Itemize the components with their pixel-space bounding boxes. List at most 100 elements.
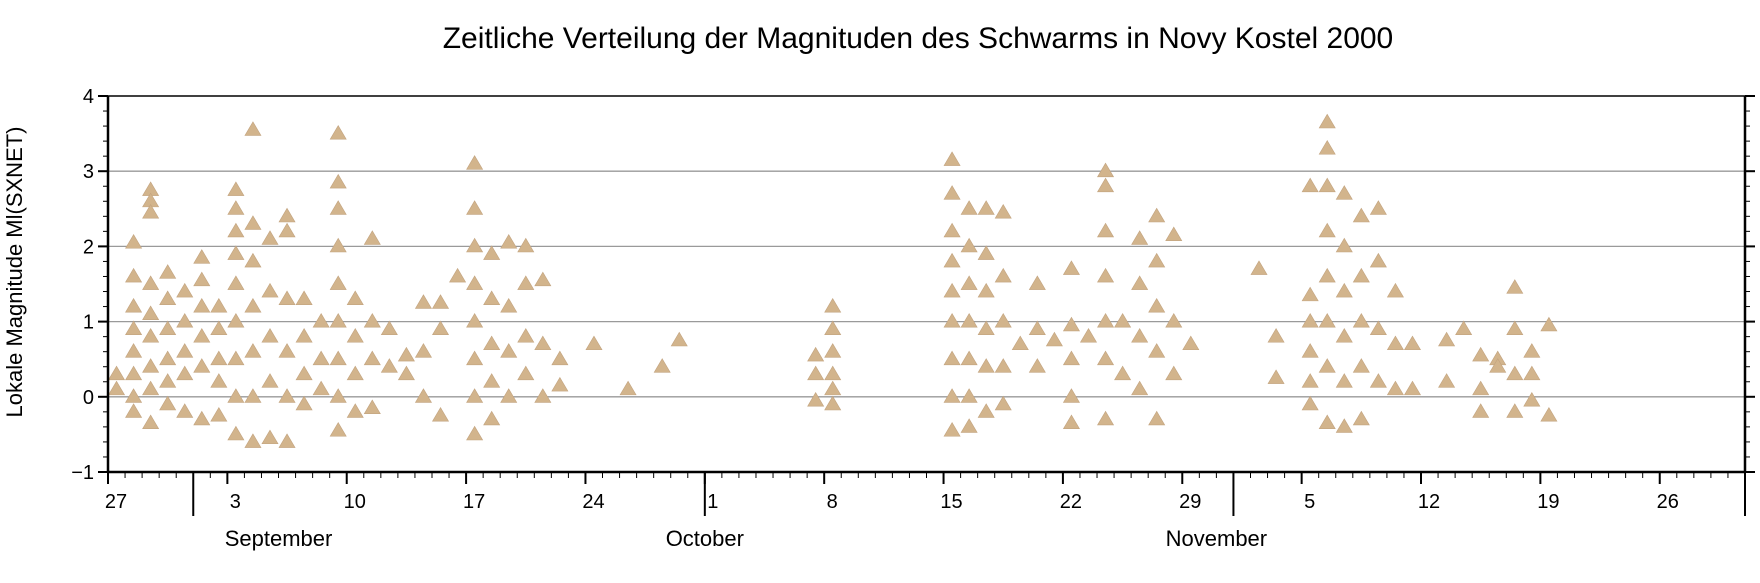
data-point-triangle	[517, 275, 535, 290]
data-point-triangle	[278, 433, 296, 448]
data-point-triangle	[295, 365, 313, 381]
data-point-triangle	[1472, 346, 1490, 362]
data-point-triangle	[312, 380, 330, 396]
data-point-triangle	[346, 328, 364, 343]
data-point-triangle	[176, 282, 194, 298]
data-point-triangle	[943, 222, 961, 238]
data-point-triangle	[261, 373, 279, 388]
y-tick-label: 0	[83, 387, 94, 409]
data-point-triangle	[1352, 358, 1370, 373]
data-point-triangle	[210, 320, 228, 336]
data-point-triangle	[483, 373, 501, 388]
data-point-triangle	[244, 252, 262, 268]
month-label: September	[225, 526, 333, 551]
data-point-triangle	[943, 282, 961, 298]
data-point-triangle	[227, 388, 245, 403]
x-tick-label: 27	[105, 491, 127, 513]
data-point-triangle	[1335, 328, 1353, 343]
data-point-triangle	[943, 151, 961, 166]
data-point-triangle	[1386, 335, 1404, 351]
data-point-triangle	[329, 200, 347, 215]
data-point-triangle	[1045, 331, 1063, 347]
data-point-triangle	[534, 271, 552, 287]
month-label: November	[1166, 526, 1267, 551]
data-point-triangle	[500, 297, 518, 313]
data-point-triangle	[210, 407, 228, 422]
data-point-triangle	[466, 237, 484, 253]
data-point-triangle	[431, 407, 450, 422]
data-point-triangle	[1318, 113, 1336, 129]
data-point-triangle	[551, 376, 569, 392]
data-point-triangle	[994, 395, 1012, 411]
data-point-triangle	[483, 335, 501, 351]
y-tick-label: 4	[83, 86, 94, 108]
data-point-triangle	[449, 267, 467, 283]
y-tick-label: 1	[83, 312, 94, 334]
data-point-triangle	[380, 358, 398, 373]
data-point-triangle	[142, 328, 160, 343]
data-point-triangle	[414, 294, 432, 309]
data-point-triangle	[142, 275, 160, 290]
data-point-triangle	[943, 350, 961, 366]
data-point-triangle	[807, 346, 825, 362]
data-point-triangle	[227, 313, 245, 328]
x-tick-label: 24	[582, 491, 604, 513]
x-tick-label: 5	[1304, 491, 1315, 513]
data-point-triangle	[1506, 365, 1524, 381]
data-point-triangle	[1011, 335, 1029, 351]
data-point-triangle	[1506, 320, 1524, 336]
data-point-triangle	[960, 313, 978, 328]
data-point-triangle	[295, 395, 313, 411]
data-point-triangle	[380, 320, 398, 336]
data-point-triangle	[943, 252, 961, 268]
data-point-triangle	[824, 320, 842, 336]
data-point-triangle	[329, 275, 347, 290]
data-point-triangle	[193, 358, 211, 373]
data-point-triangle	[1318, 358, 1336, 373]
data-point-triangle	[1131, 230, 1149, 245]
data-point-triangle	[1028, 358, 1046, 373]
data-point-triangle	[363, 313, 381, 328]
data-point-triangle	[1301, 373, 1319, 388]
data-point-triangle	[142, 203, 160, 219]
data-point-triangle	[551, 350, 569, 366]
data-point-triangle	[1097, 350, 1115, 366]
data-point-triangle	[193, 410, 211, 426]
data-point-triangle	[159, 320, 177, 336]
data-point-triangle	[466, 388, 484, 403]
data-point-triangle	[244, 121, 262, 136]
data-point-triangle	[994, 203, 1012, 219]
data-point-triangle	[943, 185, 961, 200]
data-point-triangle	[1318, 177, 1336, 193]
data-point-triangle	[977, 358, 995, 373]
data-point-triangle	[278, 290, 296, 305]
data-point-triangle	[142, 305, 160, 320]
data-point-triangle	[261, 282, 279, 298]
data-point-triangle	[483, 245, 501, 260]
data-point-triangle	[1386, 380, 1404, 396]
data-point-triangle	[960, 237, 978, 253]
data-point-triangle	[210, 373, 228, 388]
data-point-triangle	[1352, 313, 1370, 328]
data-point-triangle	[977, 245, 995, 260]
data-point-triangle	[193, 271, 211, 287]
data-point-triangle	[227, 200, 245, 215]
data-point-triangle	[500, 234, 518, 249]
data-point-triangle	[329, 125, 347, 140]
data-point-triangle	[960, 418, 978, 433]
data-point-triangle	[960, 275, 978, 290]
data-point-triangle	[1352, 207, 1370, 223]
data-point-triangle	[483, 410, 501, 426]
data-point-triangle	[1438, 331, 1456, 347]
y-tick-label: −1	[71, 462, 94, 484]
data-point-triangle	[227, 222, 245, 238]
data-point-triangle	[159, 290, 177, 305]
data-point-triangle	[278, 388, 296, 403]
data-point-triangle	[1369, 252, 1387, 268]
data-point-triangle	[125, 343, 143, 358]
data-point-triangle	[397, 365, 415, 381]
data-point-triangle	[176, 313, 194, 328]
data-point-triangle	[431, 320, 450, 336]
